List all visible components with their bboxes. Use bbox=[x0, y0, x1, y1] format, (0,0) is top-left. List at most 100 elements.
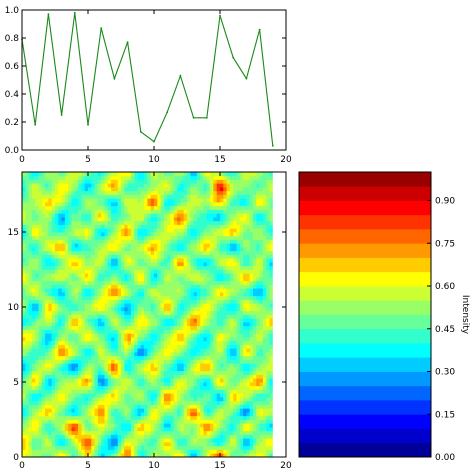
heatmap-cell bbox=[51, 438, 56, 443]
heatmap-cell bbox=[200, 284, 204, 289]
heatmap-cell bbox=[48, 243, 53, 248]
heatmap-cell bbox=[154, 258, 158, 263]
heatmap-cell bbox=[117, 374, 122, 379]
heatmap-cell bbox=[88, 254, 92, 259]
heatmap-cell bbox=[190, 434, 194, 439]
heatmap-cell bbox=[262, 445, 267, 450]
heatmap-cell bbox=[147, 262, 152, 267]
heatmap-cell bbox=[48, 348, 53, 353]
heatmap-cell bbox=[163, 310, 168, 315]
heatmap-cell bbox=[239, 340, 244, 345]
heatmap-cell bbox=[134, 232, 138, 237]
heatmap-cell bbox=[150, 344, 155, 349]
heatmap-cell bbox=[74, 340, 79, 345]
heatmap-cell bbox=[239, 397, 244, 402]
heatmap-cell bbox=[74, 310, 79, 315]
heatmap-cell bbox=[130, 415, 135, 420]
heatmap-cell bbox=[111, 247, 115, 252]
heatmap-cell bbox=[117, 314, 122, 319]
heatmap-cell bbox=[91, 344, 95, 349]
heatmap-cell bbox=[266, 370, 270, 375]
heatmap-cell bbox=[144, 322, 148, 327]
heatmap-cell bbox=[41, 374, 46, 379]
heatmap-cell bbox=[121, 453, 125, 457]
heatmap-cell bbox=[173, 337, 178, 342]
heatmap-cell bbox=[111, 254, 115, 259]
heatmap-cell bbox=[150, 412, 155, 417]
heatmap-cell bbox=[190, 423, 194, 428]
heatmap-cell bbox=[229, 269, 234, 274]
heatmap-cell bbox=[203, 348, 208, 353]
heatmap-cell bbox=[71, 445, 76, 450]
heatmap-cell bbox=[266, 265, 270, 270]
heatmap-cell bbox=[154, 232, 158, 237]
heatmap-cell bbox=[157, 434, 161, 439]
heatmap-cell bbox=[177, 292, 181, 297]
heatmap-cell bbox=[111, 389, 115, 394]
heatmap-cell bbox=[200, 412, 204, 417]
heatmap-cell bbox=[104, 355, 109, 360]
heatmap-cell bbox=[41, 449, 46, 454]
heatmap-cell bbox=[101, 325, 105, 330]
heatmap-cell bbox=[111, 232, 115, 237]
heatmap-cell bbox=[71, 220, 76, 225]
heatmap-cell bbox=[117, 217, 122, 222]
heatmap-cell bbox=[229, 430, 234, 435]
heatmap-cell bbox=[220, 438, 224, 443]
heatmap-cell bbox=[78, 355, 82, 360]
heatmap-cell bbox=[246, 307, 251, 312]
heatmap-cell bbox=[216, 438, 221, 443]
heatmap-cell bbox=[58, 273, 62, 278]
heatmap-cell bbox=[246, 292, 251, 297]
heatmap-cell bbox=[210, 325, 214, 330]
heatmap-cell bbox=[25, 228, 29, 233]
heatmap-cell bbox=[130, 359, 135, 364]
heatmap-cell bbox=[127, 217, 132, 222]
heatmap-cell bbox=[269, 322, 273, 327]
heatmap-cell bbox=[249, 352, 254, 357]
heatmap-cell bbox=[97, 250, 102, 255]
heatmap-cell bbox=[84, 284, 89, 289]
heatmap-cell bbox=[94, 280, 99, 285]
heatmap-cell bbox=[249, 363, 254, 368]
heatmap-cell bbox=[180, 430, 185, 435]
heatmap-cell bbox=[91, 265, 95, 270]
heatmap-cell bbox=[130, 307, 135, 312]
heatmap-cell bbox=[71, 367, 76, 372]
heatmap-cell bbox=[111, 303, 115, 308]
heatmap-cell bbox=[84, 329, 89, 334]
heatmap-cell bbox=[249, 262, 254, 267]
heatmap-cell bbox=[216, 235, 221, 240]
heatmap-cell bbox=[137, 397, 142, 402]
heatmap-cell bbox=[177, 250, 181, 255]
heatmap-cell bbox=[97, 318, 102, 323]
heatmap-cell bbox=[134, 325, 138, 330]
heatmap-cell bbox=[190, 385, 194, 390]
heatmap-cell bbox=[144, 269, 148, 274]
heatmap-cell bbox=[256, 434, 260, 439]
heatmap-cell bbox=[167, 265, 171, 270]
heatmap-cell bbox=[140, 228, 145, 233]
heatmap-cell bbox=[51, 213, 56, 218]
heatmap-cell bbox=[226, 292, 231, 297]
heatmap-cell bbox=[55, 352, 59, 357]
heatmap-cell bbox=[22, 404, 26, 409]
heatmap-cell bbox=[253, 367, 257, 372]
heatmap-cell bbox=[216, 299, 221, 304]
heatmap-cell bbox=[31, 250, 36, 255]
heatmap-cell bbox=[213, 318, 218, 323]
heatmap-cell bbox=[220, 288, 224, 293]
heatmap-cell bbox=[140, 370, 145, 375]
heatmap-cell bbox=[48, 318, 53, 323]
heatmap-cell bbox=[223, 310, 227, 315]
heatmap-cell bbox=[127, 363, 132, 368]
heatmap-cell bbox=[81, 430, 86, 435]
heatmap-cell bbox=[236, 284, 241, 289]
heatmap-cell bbox=[213, 307, 218, 312]
heatmap-cell bbox=[266, 292, 270, 297]
heatmap-cell bbox=[137, 385, 142, 390]
heatmap-cell bbox=[68, 322, 72, 327]
heatmap-cell bbox=[167, 250, 171, 255]
heatmap-cell bbox=[262, 292, 267, 297]
heatmap-cell bbox=[243, 247, 247, 252]
